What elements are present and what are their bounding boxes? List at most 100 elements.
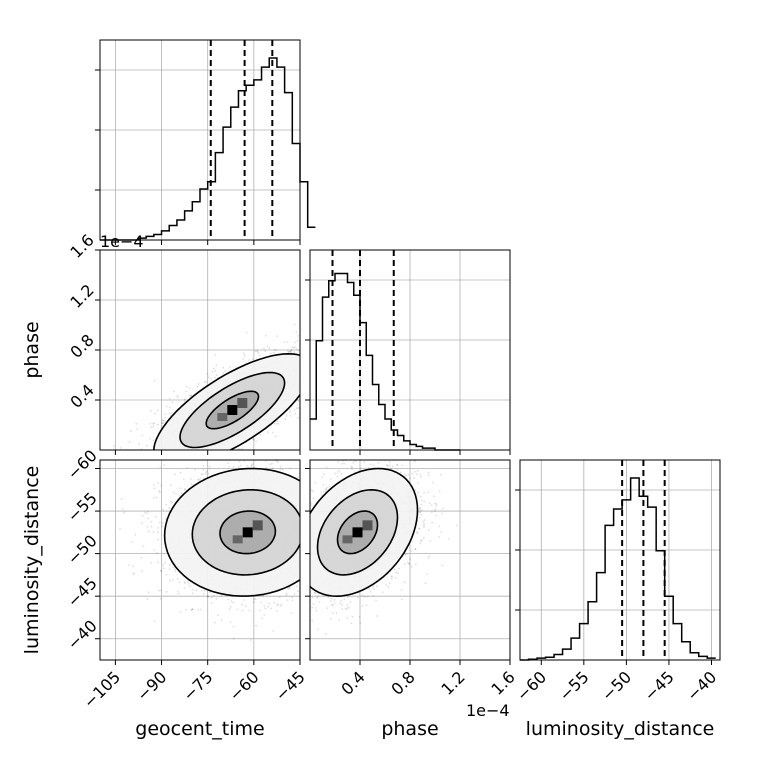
scatter-point: [308, 488, 310, 490]
scatter-point: [135, 453, 137, 455]
scatter-point: [156, 452, 158, 454]
scatter-point: [188, 585, 191, 588]
scatter-point: [175, 455, 177, 457]
scatter-point: [177, 451, 179, 453]
scatter-point: [153, 620, 156, 623]
scatter-point: [251, 464, 254, 467]
scatter-point: [185, 385, 188, 388]
scatter-point: [305, 365, 307, 367]
scatter-point: [84, 482, 86, 484]
scatter-point: [226, 454, 228, 456]
scatter-point: [183, 587, 186, 589]
scatter-point: [306, 359, 308, 361]
scatter-point: [149, 422, 152, 425]
scatter-point: [169, 579, 171, 582]
scatter-point: [245, 331, 248, 334]
scatter-point: [172, 454, 174, 456]
scatter-point: [212, 450, 214, 452]
scatter-point: [260, 601, 263, 604]
scatter-point: [297, 590, 299, 593]
scatter-point: [184, 452, 186, 454]
scatter-point: [150, 409, 152, 412]
scatter-point: [237, 448, 240, 450]
panels: 0.40.81.21.6−40−45−50−55−60−105 −90 −75 −60…: [63, 39, 721, 712]
scatter-point: [308, 559, 310, 561]
scatter-point: [301, 548, 303, 550]
scatter-point: [164, 413, 166, 415]
scatter-point: [303, 582, 305, 584]
scatter-point: [148, 591, 150, 594]
scatter-point: [301, 495, 303, 497]
scatter-point: [170, 456, 172, 458]
scatter-point: [300, 373, 302, 375]
scatter-point: [227, 598, 230, 601]
scatter-point: [243, 460, 246, 462]
scatter-point: [241, 448, 243, 450]
scatter-point: [162, 419, 165, 422]
scatter-point: [159, 589, 162, 592]
scatter-point: [286, 341, 289, 343]
scatter-point: [196, 452, 198, 454]
scatter-point: [243, 355, 246, 357]
scatter-point: [188, 583, 190, 585]
scatter-point: [244, 452, 246, 454]
scatter-point: [302, 368, 304, 370]
scatter-point: [135, 422, 138, 425]
scatter-point: [256, 349, 259, 352]
scatter-point: [288, 350, 291, 353]
scatter-point: [237, 453, 239, 455]
scatter-point: [162, 564, 165, 566]
scatter-point: [290, 351, 292, 353]
scatter-point: [184, 488, 187, 491]
scatter-point: [276, 335, 279, 338]
scatter-point: [162, 422, 165, 424]
scatter-point: [152, 422, 155, 425]
scatter-point: [294, 341, 296, 344]
scatter-point: [259, 609, 261, 612]
scatter-point: [191, 608, 194, 611]
scatter-point: [224, 456, 226, 458]
scatter-point: [182, 456, 184, 458]
scatter-point: [304, 378, 306, 380]
scatter-point: [305, 379, 307, 381]
scatter-point: [306, 537, 308, 539]
scatter-point: [291, 346, 294, 348]
scatter-point: [251, 358, 254, 361]
scatter-point: [176, 455, 178, 457]
scatter-point: [161, 419, 164, 422]
scatter-point: [222, 372, 225, 375]
scatter-point: [207, 595, 210, 598]
scatter-point: [177, 590, 180, 593]
scatter-point: [304, 381, 306, 383]
scatter-point: [305, 540, 307, 542]
scatter-point: [190, 453, 192, 455]
scatter-point: [256, 350, 259, 353]
scatter-point: [301, 473, 303, 475]
scatter-point: [153, 457, 155, 459]
scatter-point: [184, 455, 186, 457]
scatter-point: [290, 349, 293, 352]
scatter-point: [171, 401, 174, 404]
scatter-point: [276, 423, 278, 425]
scatter-point: [174, 473, 177, 476]
scatter-point: [237, 452, 239, 454]
scatter-point: [307, 539, 309, 541]
scatter-point: [173, 390, 176, 393]
scatter-point: [190, 483, 193, 486]
scatter-point: [183, 581, 186, 584]
scatter-point: [141, 434, 144, 437]
scatter-point: [153, 451, 155, 453]
scatter-point: [200, 452, 202, 454]
scatter-point: [188, 457, 190, 459]
scatter-point: [148, 437, 151, 440]
scatter-point: [197, 454, 199, 456]
scatter-point: [296, 417, 299, 419]
scatter-point: [276, 603, 279, 606]
scatter-point: [215, 597, 218, 600]
scatter-point: [217, 614, 219, 617]
scatter-point: [168, 397, 171, 400]
scatter-point: [211, 370, 214, 373]
scatter-point: [273, 349, 276, 351]
scatter-point: [250, 465, 253, 467]
scatter-point: [208, 468, 211, 470]
